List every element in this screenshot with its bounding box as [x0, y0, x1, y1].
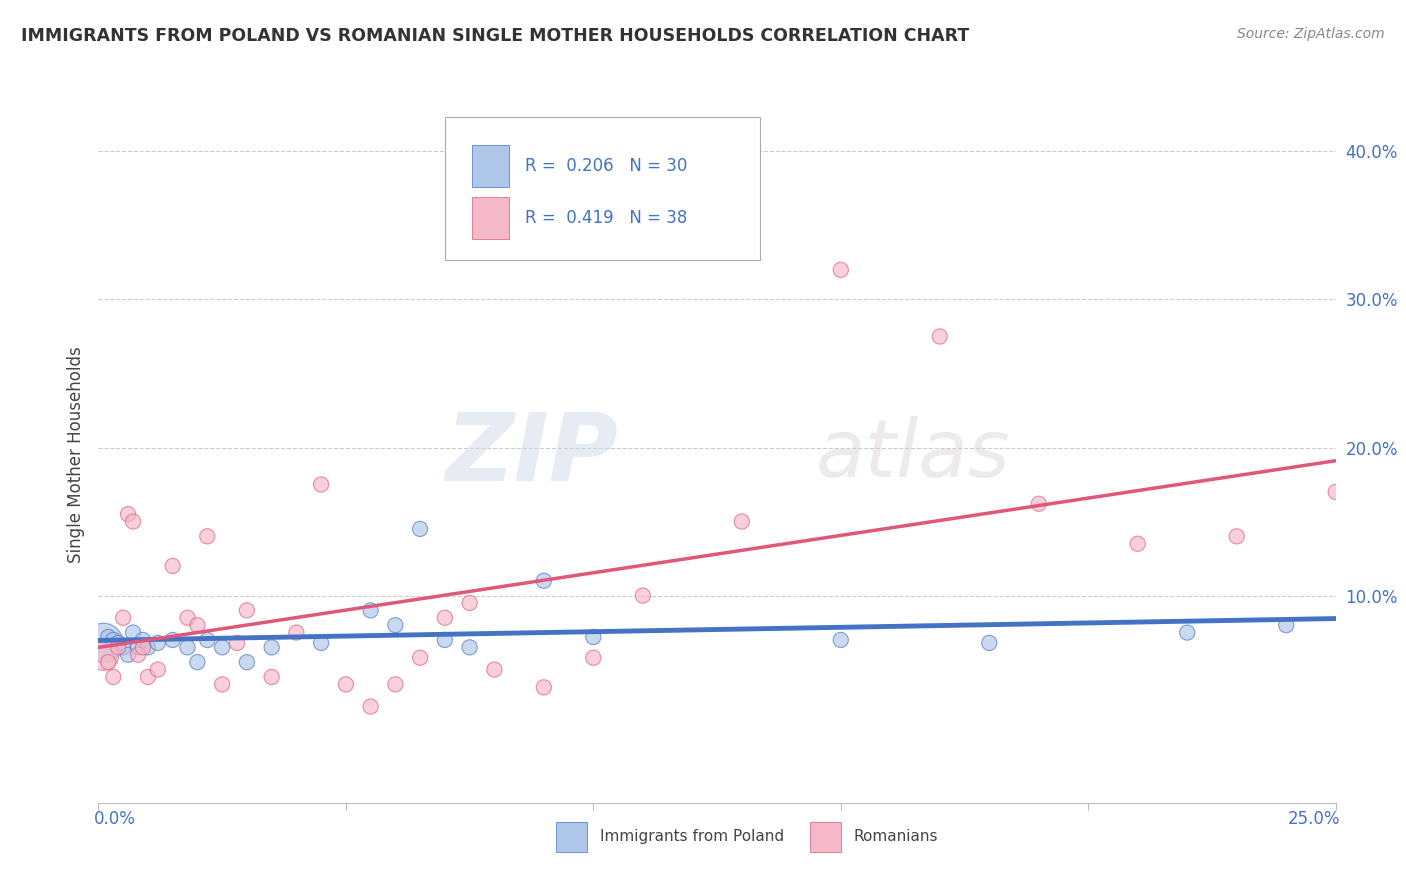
Point — [122, 515, 145, 529]
Point — [260, 640, 283, 655]
Point — [236, 603, 259, 617]
Point — [409, 522, 432, 536]
Point — [132, 632, 155, 647]
Text: Immigrants from Poland: Immigrants from Poland — [599, 830, 783, 845]
Point — [93, 636, 115, 650]
Text: Romanians: Romanians — [853, 830, 938, 845]
Point — [409, 650, 432, 665]
Point — [433, 611, 456, 625]
Point — [1275, 618, 1298, 632]
Point — [384, 677, 406, 691]
Point — [830, 632, 852, 647]
Point — [132, 640, 155, 655]
Point — [731, 515, 754, 529]
Point — [103, 632, 125, 647]
Point — [309, 477, 332, 491]
Point — [117, 648, 139, 662]
Point — [107, 640, 129, 655]
Point — [309, 636, 332, 650]
Point — [117, 507, 139, 521]
Point — [458, 596, 481, 610]
Point — [176, 640, 198, 655]
Point — [1028, 497, 1050, 511]
Point — [195, 632, 218, 647]
Point — [484, 663, 506, 677]
Point — [136, 670, 159, 684]
Point — [186, 655, 208, 669]
Text: 0.0%: 0.0% — [93, 810, 135, 828]
Point — [533, 681, 555, 695]
Point — [830, 263, 852, 277]
FancyBboxPatch shape — [472, 197, 509, 239]
Point — [127, 640, 149, 655]
Point — [1175, 625, 1198, 640]
Point — [928, 329, 950, 343]
Point — [260, 670, 283, 684]
Point — [631, 589, 654, 603]
Point — [97, 655, 120, 669]
FancyBboxPatch shape — [472, 145, 509, 187]
Point — [211, 677, 233, 691]
Point — [112, 640, 135, 655]
Text: atlas: atlas — [815, 416, 1011, 494]
Point — [582, 630, 605, 644]
Point — [162, 632, 184, 647]
Point — [1226, 529, 1249, 543]
Point — [176, 611, 198, 625]
Text: IMMIGRANTS FROM POLAND VS ROMANIAN SINGLE MOTHER HOUSEHOLDS CORRELATION CHART: IMMIGRANTS FROM POLAND VS ROMANIAN SINGL… — [21, 27, 969, 45]
Text: 25.0%: 25.0% — [1288, 810, 1341, 828]
Point — [582, 650, 605, 665]
Point — [112, 611, 135, 625]
Point — [360, 603, 382, 617]
Point — [122, 625, 145, 640]
Text: R =  0.419   N = 38: R = 0.419 N = 38 — [526, 210, 688, 227]
FancyBboxPatch shape — [810, 822, 841, 852]
Point — [146, 636, 169, 650]
Point — [195, 529, 218, 543]
Point — [384, 618, 406, 632]
Point — [162, 558, 184, 573]
FancyBboxPatch shape — [444, 118, 761, 260]
Point — [1126, 537, 1149, 551]
Point — [533, 574, 555, 588]
Point — [360, 699, 382, 714]
Text: Source: ZipAtlas.com: Source: ZipAtlas.com — [1237, 27, 1385, 41]
Y-axis label: Single Mother Households: Single Mother Households — [66, 347, 84, 563]
Text: R =  0.206   N = 30: R = 0.206 N = 30 — [526, 157, 688, 175]
Point — [146, 663, 169, 677]
Point — [979, 636, 1001, 650]
Point — [335, 677, 357, 691]
Point — [285, 625, 308, 640]
Point — [93, 648, 115, 662]
FancyBboxPatch shape — [557, 822, 588, 852]
Point — [458, 640, 481, 655]
Point — [103, 670, 125, 684]
Point — [236, 655, 259, 669]
Point — [127, 648, 149, 662]
Point — [1324, 484, 1347, 499]
Point — [226, 636, 249, 650]
Point — [186, 618, 208, 632]
Point — [136, 640, 159, 655]
Point — [211, 640, 233, 655]
Point — [107, 636, 129, 650]
Point — [433, 632, 456, 647]
Point — [97, 630, 120, 644]
Text: ZIP: ZIP — [446, 409, 619, 501]
